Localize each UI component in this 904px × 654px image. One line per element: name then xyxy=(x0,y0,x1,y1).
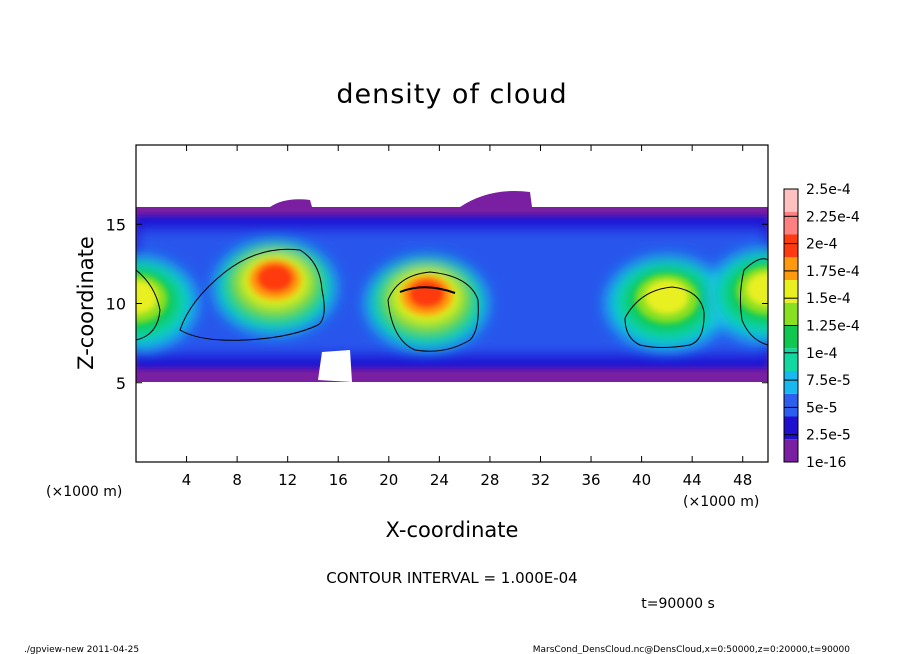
cloud-bottom-notch xyxy=(318,350,352,382)
x-tick-label: 24 xyxy=(430,471,449,489)
contour-line xyxy=(179,248,325,341)
density-field xyxy=(136,191,768,382)
core-level xyxy=(256,263,294,293)
x-tick-label: 32 xyxy=(531,471,550,489)
colorbar-swatch xyxy=(784,257,798,280)
chart-title: density of cloud xyxy=(336,79,567,110)
x-tick-label: 28 xyxy=(480,471,499,489)
colorbar-label: 2.5e-5 xyxy=(806,428,851,444)
colorbar-swatch xyxy=(784,234,798,258)
x-tick-label: 8 xyxy=(232,471,242,489)
contour-interval-label: CONTOUR INTERVAL = 1.000E-04 xyxy=(326,569,577,587)
x-unit-label: (×1000 m) xyxy=(46,484,122,500)
cloud-top-bump xyxy=(270,199,312,207)
x-axis: 4 8 12 16 20 24 28 32 36 40 44 48 xyxy=(182,145,752,489)
core-level xyxy=(645,280,689,314)
footer-right: MarsCond_DensCloud.nc@DensCloud,x=0:5000… xyxy=(533,645,850,654)
x-tick-label: 36 xyxy=(581,471,600,489)
contour-line xyxy=(399,286,456,294)
x-unit-label-right: (×1000 m) xyxy=(683,494,759,510)
x-tick-label: 44 xyxy=(683,471,702,489)
x-axis-label: X-coordinate xyxy=(386,518,519,542)
colorbar-swatch xyxy=(784,348,798,371)
y-tick-label: 15 xyxy=(106,215,126,234)
time-label: t=90000 s xyxy=(641,596,715,612)
colorbar-swatch xyxy=(784,393,798,417)
y-tick-label: 5 xyxy=(116,374,126,393)
x-tick-label: 20 xyxy=(379,471,398,489)
colorbar-swatch xyxy=(784,189,798,212)
contour-line xyxy=(387,271,479,352)
colorbar-label: 5e-5 xyxy=(806,400,837,416)
colorbar-label: 1.25e-4 xyxy=(806,319,860,335)
y-axis-label: Z-coordinate xyxy=(74,236,98,370)
colorbar-swatch xyxy=(784,371,798,394)
colorbar-swatch xyxy=(784,439,798,462)
colorbar-swatch xyxy=(784,302,798,326)
colorbar-swatch xyxy=(784,416,798,440)
colorbar-swatch xyxy=(784,325,798,349)
colorbar-label: 7.5e-5 xyxy=(806,373,851,389)
contour-lines xyxy=(136,248,768,352)
x-tick-label: 4 xyxy=(182,471,192,489)
colorbar-label: 1e-4 xyxy=(806,346,838,362)
colorbar-label: 2e-4 xyxy=(806,237,838,253)
colorbar-label: 1.75e-4 xyxy=(806,264,860,280)
x-tick-label: 48 xyxy=(733,471,752,489)
x-tick-label: 12 xyxy=(278,471,297,489)
colorbar-swatch xyxy=(784,211,798,235)
colorbar-label: 1.5e-4 xyxy=(806,291,851,307)
colorbar-label: 1e-16 xyxy=(806,455,846,471)
contour-line xyxy=(624,286,705,348)
colorbar-label: 2.25e-4 xyxy=(806,209,860,225)
core-level xyxy=(408,279,446,309)
x-tick-label: 40 xyxy=(632,471,651,489)
colorbar-label: 2.5e-4 xyxy=(806,182,851,198)
contour-line xyxy=(136,269,161,341)
y-tick-label: 10 xyxy=(106,295,126,314)
x-tick-label: 16 xyxy=(329,471,348,489)
core-level xyxy=(746,272,768,306)
footer-left: ./gpview-new 2011-04-25 xyxy=(24,645,139,654)
colorbar: 1e-16 2.5e-5 5e-5 7.5e-5 1e-4 1.25e-4 1.5e-4 1.… xyxy=(783,182,860,471)
colorbar-swatch xyxy=(784,280,798,303)
y-axis: 5 10 15 xyxy=(106,215,768,393)
cloud-top-bump xyxy=(460,191,532,207)
contour-line xyxy=(739,258,768,346)
